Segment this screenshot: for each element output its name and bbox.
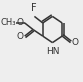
Text: O: O	[72, 38, 79, 47]
Text: O: O	[16, 32, 23, 41]
Text: O: O	[16, 18, 23, 27]
Text: CH₃: CH₃	[0, 18, 16, 27]
Text: F: F	[31, 3, 37, 13]
Text: HN: HN	[46, 47, 59, 56]
